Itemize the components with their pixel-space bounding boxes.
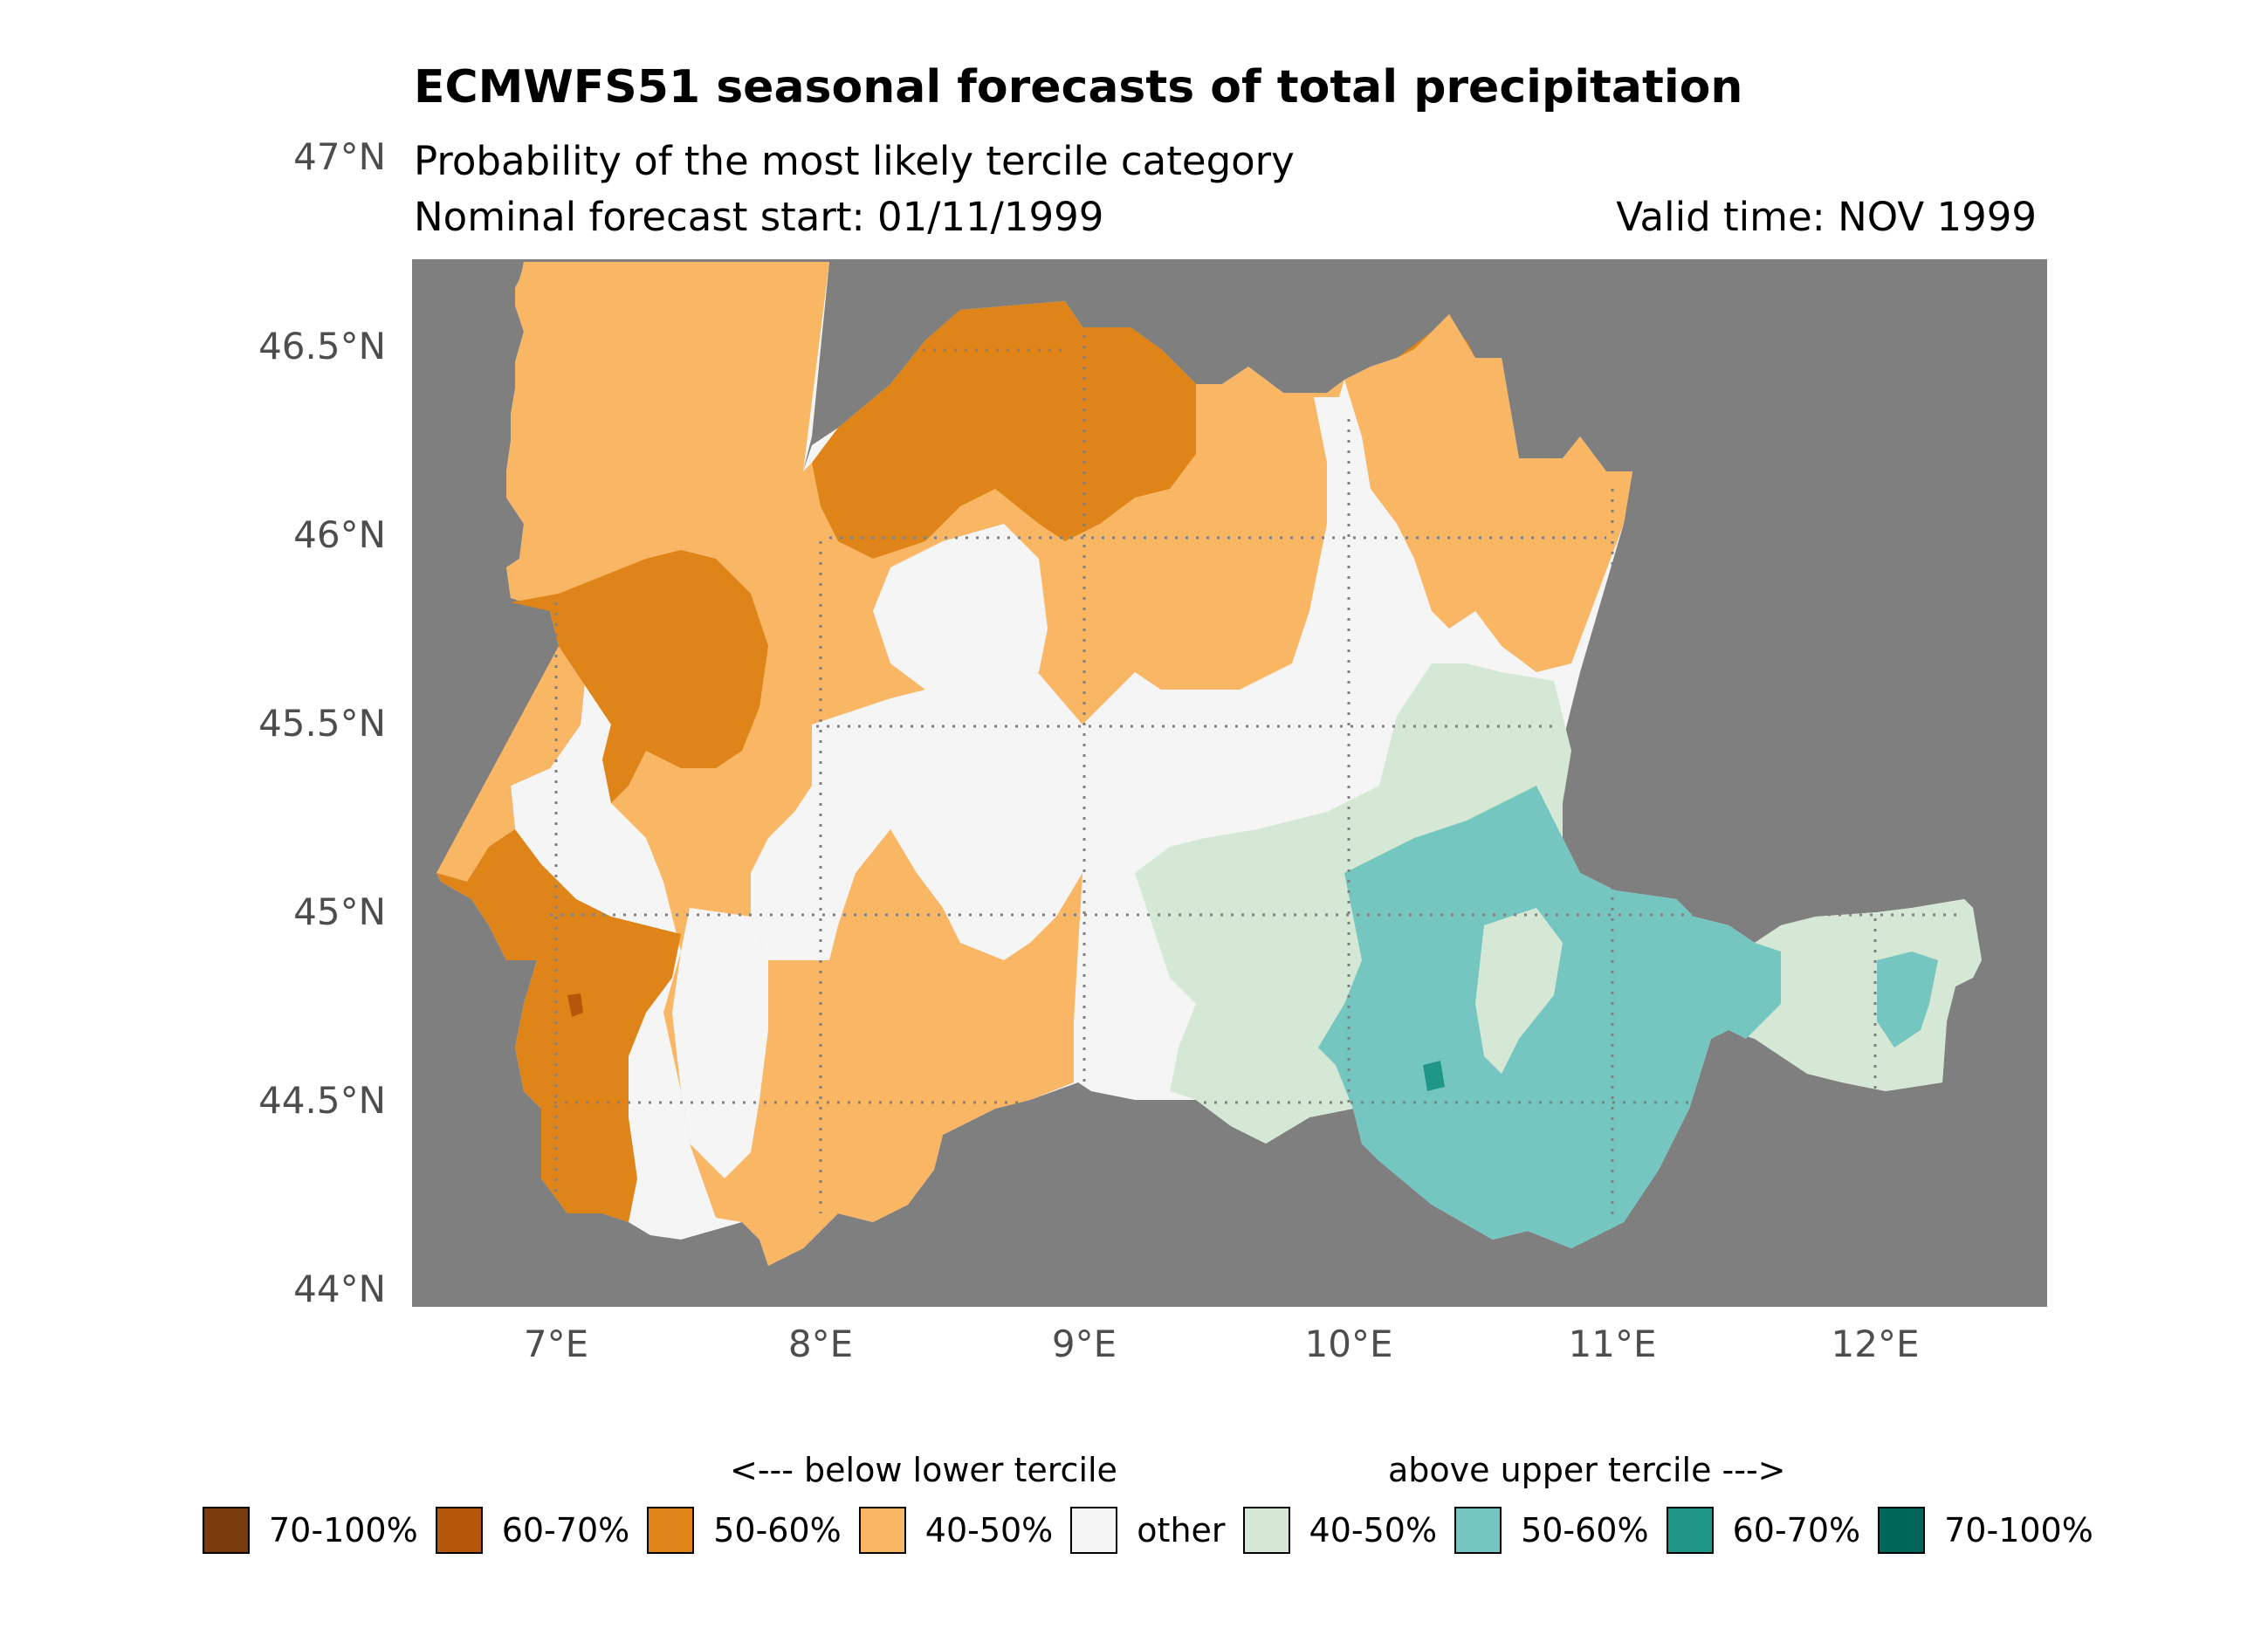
legend-label: 40-50% [1309,1511,1438,1549]
legend-swatch [1070,1507,1118,1554]
lat-label-46: 46°N [293,513,386,556]
lat-label-47: 47°N [293,135,386,178]
legend-label: other [1137,1511,1226,1549]
legend: 70-100% 60-70% 50-60% 40-50% other 40-50… [203,1506,2111,1555]
lat-label-46-5: 46.5°N [258,325,386,368]
region-other-southwest [672,908,768,1178]
legend-swatch [435,1507,483,1554]
lat-label-44-5: 44.5°N [258,1079,386,1122]
region-below-50-60-southwest [436,829,681,1222]
region-above-40-50-inner [1475,908,1563,1074]
lat-label-45: 45°N [293,890,386,933]
lon-label-9: 9°E [1051,1323,1117,1365]
region-other-north [873,524,1048,690]
legend-item: 50-60% [647,1507,842,1554]
lon-label-12: 12°E [1831,1323,1920,1365]
region-other-northeast [1314,397,1432,663]
region-below-50-60-west [511,550,768,803]
legend-item: 50-60% [1454,1507,1649,1554]
lat-label-44: 44°N [293,1268,386,1310]
legend-item: 60-70% [435,1507,630,1554]
legend-swatch [647,1507,695,1554]
map-title: ECMWFS51 seasonal forecasts of total pre… [414,61,1743,113]
legend-above-header: above upper tercile ---> [1388,1451,1786,1489]
region-below-60-70-speck [567,993,583,1017]
legend-item: 70-100% [203,1507,418,1554]
legend-label: 50-60% [713,1511,842,1549]
valid-time: Valid time: NOV 1999 [1616,194,2037,240]
lon-label-10: 10°E [1304,1323,1393,1365]
legend-label: 40-50% [924,1511,1054,1549]
legend-label: 70-100% [1944,1511,2093,1549]
lat-label-45-5: 45.5°N [258,702,386,745]
legend-label: 70-100% [269,1511,418,1549]
legend-label: 60-70% [501,1511,630,1549]
legend-swatch [858,1507,906,1554]
legend-swatch [1242,1507,1290,1554]
legend-label: 50-60% [1521,1511,1649,1549]
legend-swatch [1454,1507,1502,1554]
legend-swatch [203,1507,250,1554]
lon-label-11: 11°E [1568,1323,1657,1365]
legend-item: 70-100% [1878,1507,2093,1554]
forecast-start: Nominal forecast start: 01/11/1999 [414,194,1104,240]
legend-item: other [1070,1507,1226,1554]
region-other-central [751,663,1082,960]
legend-item: 40-50% [858,1507,1054,1554]
gridlines [550,314,1964,1222]
region-above-50-60-far-east [1877,952,1938,1048]
region-below-50-60-north [812,301,1196,559]
region-above-60-70-speck [1423,1061,1445,1091]
legend-swatch [1878,1507,1926,1554]
lon-label-8: 8°E [787,1323,854,1365]
map-subtitle: Probability of the most likely tercile c… [414,138,1295,184]
lon-label-7: 7°E [523,1323,589,1365]
legend-swatch [1666,1507,1714,1554]
region-above-50-60-east [1318,786,1781,1248]
legend-below-header: <--- below lower tercile [730,1451,1117,1489]
legend-item: 40-50% [1242,1507,1438,1554]
legend-label: 60-70% [1732,1511,1861,1549]
legend-item: 60-70% [1666,1507,1861,1554]
region-below-40-50-northeast [1344,314,1632,672]
